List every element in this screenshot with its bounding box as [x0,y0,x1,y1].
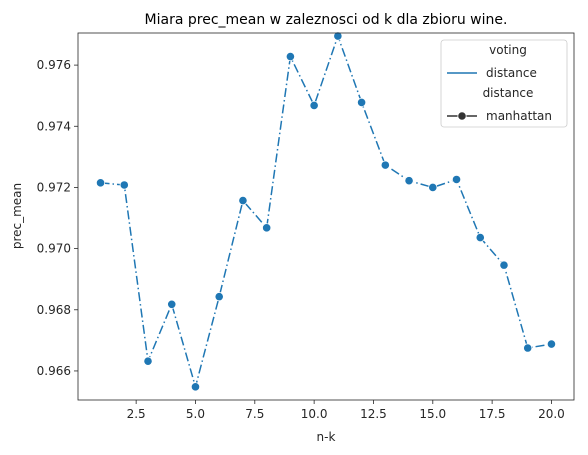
legend-marker-manhattan [457,111,467,121]
data-point [380,160,390,170]
legend-box [440,39,568,128]
legend-heading-distance: distance [483,86,534,100]
data-point [143,356,153,366]
x-tick-label: 10.0 [301,407,328,421]
x-tick-label: 20.0 [538,407,565,421]
y-tick-label: 0.974 [37,119,71,133]
x-axis-label: n-k [317,430,336,444]
x-axis: 2.5 5.0 7.5 10.0 12.5 15.0 17.5 20.0 [127,400,565,421]
y-tick-label: 0.976 [37,58,71,72]
data-point [119,180,129,190]
data-point [451,174,462,185]
legend-label-distance: distance [486,66,537,80]
data-point [238,195,248,206]
plot-area [95,31,557,392]
data-point [356,97,367,108]
x-tick-label: 12.5 [360,407,387,421]
series-line [100,35,552,388]
data-point [262,223,272,233]
y-axis-label: prec_mean [10,183,24,249]
data-point [95,178,106,188]
legend-heading-voting: voting [489,43,527,57]
data-point [167,299,177,309]
data-point [523,343,533,353]
data-point [285,51,296,62]
chart-title: Miara prec_mean w zaleznosci od k dla zb… [145,12,508,28]
x-tick-label: 2.5 [127,407,146,421]
data-point [404,176,414,186]
plot-frame [77,32,575,401]
data-point [190,382,201,392]
x-tick-label: 7.5 [245,407,264,421]
data-point [333,31,343,41]
data-point [214,292,224,302]
legend-label-manhattan: manhattan [486,109,552,123]
data-point [475,233,485,243]
y-tick-label: 0.968 [37,303,71,317]
data-point [546,339,557,349]
legend: voting distance distance manhattan [440,39,568,128]
data-point [499,260,509,270]
data-point [309,100,319,111]
data-point [428,182,438,193]
x-tick-label: 15.0 [419,407,446,421]
x-tick-label: 5.0 [186,407,205,421]
y-tick-label: 0.972 [37,180,71,194]
x-tick-label: 17.5 [479,407,506,421]
y-axis: 0.966 0.968 0.970 0.972 0.974 0.976 [37,58,78,378]
y-tick-label: 0.970 [37,242,71,256]
y-tick-label: 0.966 [37,364,71,378]
